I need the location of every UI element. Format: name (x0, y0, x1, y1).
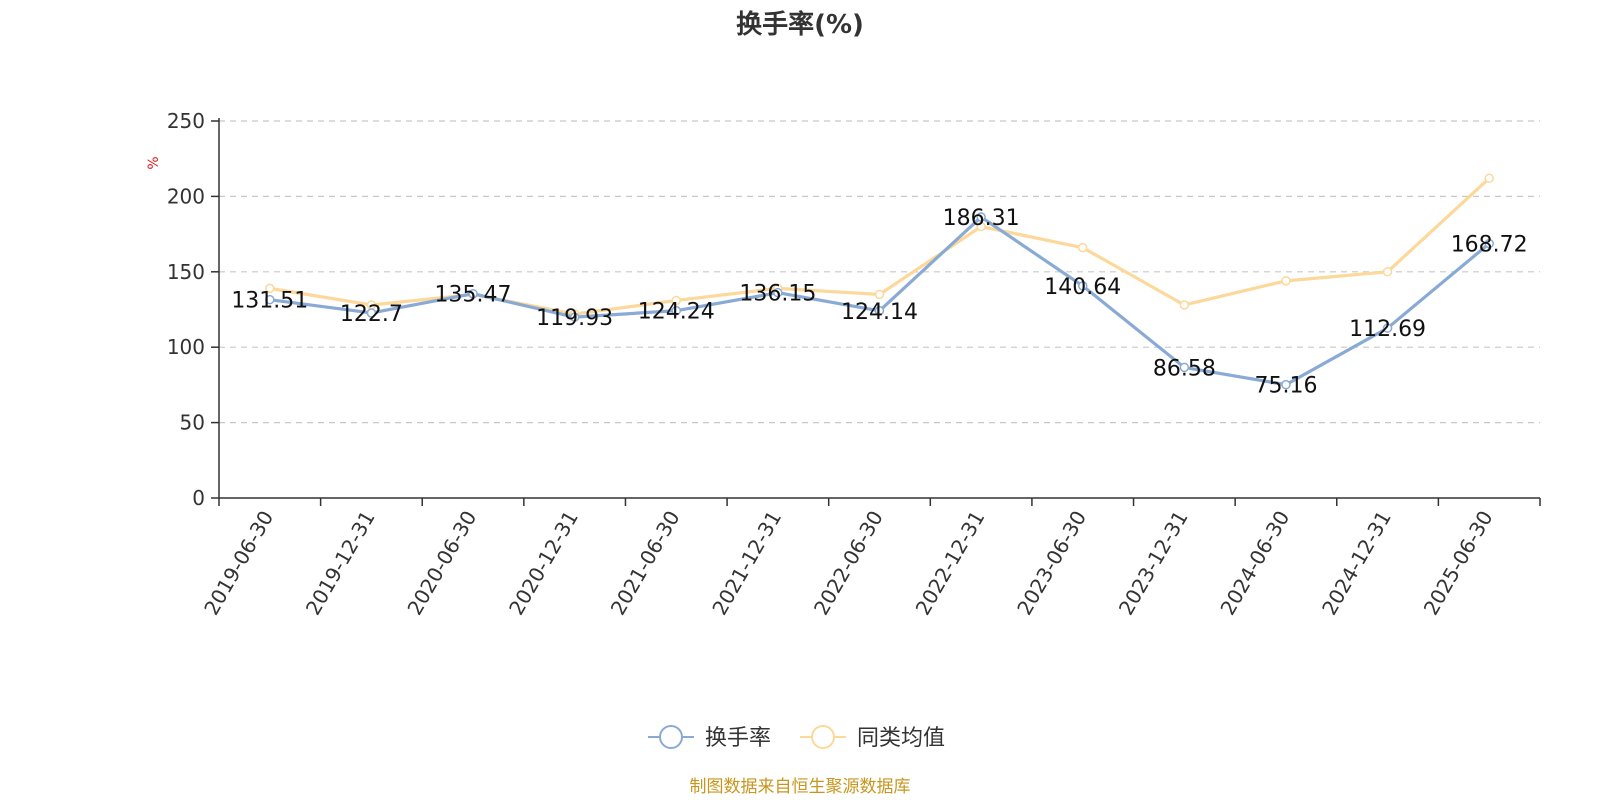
legend[interactable]: 换手率 同类均值 (648, 725, 945, 751)
data-label-2022-06-30: 124.14 (841, 300, 918, 325)
data-label-2020-12-31: 119.93 (536, 306, 613, 331)
y-tick-label-50: 50 (180, 411, 205, 435)
data-label-2022-12-31: 186.31 (943, 206, 1020, 231)
x-tick-label-2022-12-31: 2022-12-31 (911, 507, 990, 620)
legend-marker-series-2 (811, 725, 835, 749)
data-label-2023-12-31: 86.58 (1153, 356, 1216, 381)
point-series-2-2023-06-30 (1077, 242, 1088, 253)
point-series-1-2022-12-31 (976, 212, 986, 222)
point-series-1-2025-06-30 (1484, 238, 1494, 249)
legend-item-series-1[interactable]: 换手率 (648, 725, 771, 751)
x-tick-label-2023-12-31: 2023-12-31 (1114, 507, 1193, 620)
point-series-1-2020-06-30 (468, 288, 478, 299)
data-source-note: 制图数据来自恒生聚源数据库 (690, 777, 911, 797)
y-tick-label-150: 150 (167, 260, 205, 284)
point-series-2-2021-06-30 (671, 295, 682, 306)
point-series-2-2024-12-31 (1382, 267, 1393, 277)
x-tick-label-2021-12-31: 2021-12-31 (707, 507, 786, 620)
data-label-2021-06-30: 124.24 (638, 300, 715, 325)
x-tick-label-2021-06-30: 2021-06-30 (606, 507, 685, 620)
chart-title: 换手率(%) (736, 9, 864, 40)
point-series-2-2023-12-31 (1179, 300, 1190, 310)
point-series-2-2019-06-30 (265, 283, 275, 294)
legend-label-series-1: 换手率 (705, 726, 771, 751)
data-label-2024-06-30: 75.16 (1254, 374, 1317, 399)
legend-label-series-2: 同类均值 (857, 726, 945, 751)
grid-lines (219, 120, 1540, 424)
point-series-1-2019-12-31 (366, 308, 377, 318)
x-tick-label-2024-06-30: 2024-06-30 (1215, 507, 1294, 620)
data-label-2023-06-30: 140.64 (1044, 275, 1121, 300)
legend-marker-series-1 (659, 725, 683, 749)
data-label-2024-12-31: 112.69 (1349, 317, 1426, 342)
point-series-2-2025-06-30 (1484, 173, 1494, 184)
x-tick-label-2022-06-30: 2022-06-30 (809, 507, 888, 620)
point-series-1-2020-12-31 (569, 312, 580, 322)
point-series-1-2023-12-31 (1179, 362, 1190, 373)
y-tick-label-0: 0 (192, 486, 205, 510)
data-label-2019-12-31: 122.7 (340, 302, 403, 327)
y-tick-label-200: 200 (167, 184, 205, 208)
point-series-2-2024-06-30 (1281, 276, 1291, 286)
data-label-2020-06-30: 135.47 (435, 283, 512, 308)
point-series-2-2022-06-30 (874, 289, 885, 300)
point-series-1-2021-06-30 (671, 305, 682, 316)
data-label-2019-06-30: 131.51 (231, 289, 308, 314)
x-tick-label-2020-12-31: 2020-12-31 (504, 507, 583, 620)
data-label-2025-06-30: 168.72 (1451, 233, 1528, 258)
y-tick-label-100: 100 (167, 335, 205, 359)
x-tick-label-2019-06-30: 2019-06-30 (199, 507, 278, 620)
x-tick-label-2019-12-31: 2019-12-31 (301, 507, 380, 620)
series-lines (265, 173, 1494, 390)
axes: 0 50 100 150 200 250 2019-06-30 2019-12-31 2020-… (167, 109, 1541, 620)
y-tick-label-250: 250 (167, 109, 205, 133)
point-series-1-2021-12-31 (773, 287, 783, 298)
data-label-2021-12-31: 136.15 (739, 282, 816, 307)
point-series-1-2024-06-30 (1281, 379, 1291, 390)
point-series-1-2019-06-30 (265, 294, 275, 305)
x-tick-label-2025-06-30: 2025-06-30 (1419, 507, 1498, 620)
x-tick-label-2020-06-30: 2020-06-30 (402, 507, 481, 620)
legend-item-series-2[interactable]: 同类均值 (800, 725, 945, 751)
data-labels: 131.51 122.7 135.47 119.93 124.24 136.15 124.1… (231, 206, 1527, 399)
x-tick-label-2024-12-31: 2024-12-31 (1317, 507, 1396, 620)
point-series-1-2024-12-31 (1382, 323, 1393, 333)
point-series-2-2022-12-31 (976, 221, 986, 232)
x-tick-label-2023-06-30: 2023-06-30 (1012, 507, 1091, 620)
point-series-1-2022-06-30 (874, 306, 885, 316)
y-axis-unit-label: % (146, 156, 162, 169)
point-series-1-2023-06-30 (1077, 281, 1088, 291)
